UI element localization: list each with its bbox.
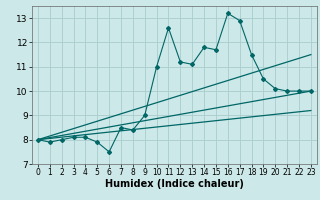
X-axis label: Humidex (Indice chaleur): Humidex (Indice chaleur) <box>105 179 244 189</box>
